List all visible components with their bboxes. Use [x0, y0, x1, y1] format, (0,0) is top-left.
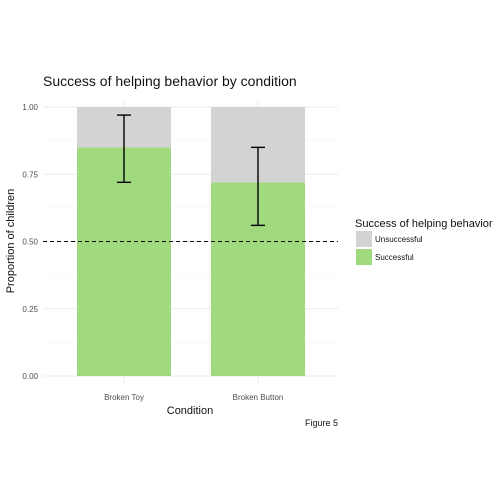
y-tick-label: 0.75: [22, 170, 38, 179]
y-tick-label: 0.50: [22, 238, 38, 247]
y-axis-ticks: 0.00 0.25 0.50 0.75 1.00: [22, 103, 38, 381]
chart-title: Success of helping behavior by condition: [43, 73, 297, 89]
legend-title: Success of helping behavior: [355, 218, 493, 230]
x-axis-ticks: Broken Toy Broken Button: [104, 393, 283, 402]
figure-caption: Figure 5: [305, 418, 338, 428]
legend-label-successful: Successful: [375, 253, 414, 262]
legend: Success of helping behavior Unsuccessful…: [355, 218, 493, 265]
legend-label-unsuccessful: Unsuccessful: [375, 235, 423, 244]
y-tick-label: 0.25: [22, 305, 38, 314]
x-tick-label: Broken Toy: [104, 393, 144, 402]
x-tick-label: Broken Button: [233, 393, 284, 402]
y-axis-title: Proportion of children: [5, 189, 17, 294]
y-tick-label: 1.00: [22, 103, 38, 112]
legend-swatch-unsuccessful: [356, 231, 372, 247]
legend-swatch-successful: [356, 249, 372, 265]
y-tick-label: 0.00: [22, 372, 38, 381]
x-axis-title: Condition: [167, 405, 213, 417]
